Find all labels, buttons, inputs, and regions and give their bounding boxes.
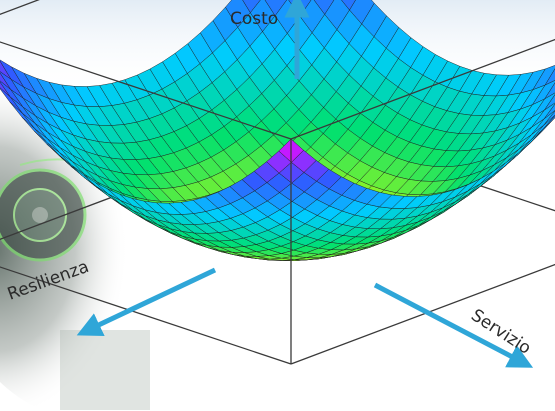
surface-facet <box>543 110 555 126</box>
surface-facet <box>0 60 12 80</box>
surface-facet <box>544 94 555 111</box>
right-axis-arrow <box>373 282 534 368</box>
surface-facet <box>544 82 555 100</box>
box-edge <box>290 38 555 140</box>
tire-shape <box>0 168 87 262</box>
bounding-box-front <box>0 38 555 365</box>
bottom-photo-block <box>60 330 150 410</box>
box-edge <box>0 266 292 365</box>
left-axis-arrow <box>76 267 217 336</box>
surface-facet <box>0 81 11 98</box>
surface-facet <box>543 115 555 130</box>
surface-facet <box>0 72 11 90</box>
surface-facet <box>544 68 555 86</box>
paraboloid-surface <box>0 0 555 261</box>
axis-label-costo: Costo <box>230 9 278 29</box>
axes <box>76 0 534 368</box>
surface-facet <box>543 103 555 120</box>
box-edge <box>0 0 40 16</box>
box-edge <box>290 263 555 365</box>
box-edge <box>0 41 292 140</box>
